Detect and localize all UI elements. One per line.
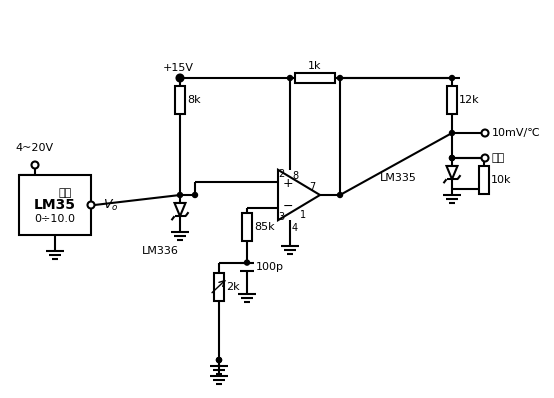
Bar [19, 175, 91, 235]
Circle shape [449, 156, 454, 160]
Circle shape [288, 76, 293, 80]
Text: +15V: +15V [162, 63, 193, 73]
Circle shape [217, 357, 222, 363]
Circle shape [449, 156, 454, 160]
Text: 10mV/℃: 10mV/℃ [492, 128, 541, 138]
Text: 3: 3 [278, 212, 284, 222]
Text: 100p: 100p [256, 261, 284, 271]
Text: 输出: 输出 [58, 188, 71, 198]
Bar [175, 86, 185, 114]
Circle shape [481, 129, 489, 137]
Circle shape [449, 76, 454, 80]
Polygon shape [278, 170, 320, 220]
Text: 2: 2 [278, 170, 284, 179]
Circle shape [337, 193, 342, 197]
Text: 85k: 85k [254, 222, 275, 232]
Bar [295, 73, 335, 83]
Circle shape [449, 131, 454, 135]
Circle shape [192, 193, 197, 197]
Polygon shape [175, 203, 186, 216]
Text: $V_o$: $V_o$ [103, 197, 119, 213]
Circle shape [32, 162, 38, 168]
Circle shape [177, 74, 183, 82]
Polygon shape [447, 166, 458, 179]
Text: 1k: 1k [308, 61, 322, 71]
Circle shape [481, 154, 489, 162]
Circle shape [337, 76, 342, 80]
Bar [447, 86, 457, 114]
Circle shape [177, 76, 182, 80]
Circle shape [217, 357, 222, 363]
Text: LM335: LM335 [380, 173, 417, 183]
Text: 0÷10.0: 0÷10.0 [34, 214, 75, 224]
Text: 10k: 10k [491, 175, 511, 185]
Text: 8k: 8k [187, 95, 201, 105]
Text: −: − [283, 200, 293, 213]
Bar [242, 213, 252, 241]
Text: LM35: LM35 [34, 198, 76, 212]
Circle shape [244, 260, 249, 265]
Circle shape [177, 193, 182, 197]
Text: 4~20V: 4~20V [16, 143, 54, 153]
Circle shape [177, 76, 182, 80]
Text: 12k: 12k [459, 95, 480, 105]
Text: 输出: 输出 [492, 153, 505, 163]
Text: LM336: LM336 [142, 246, 178, 256]
Text: 2k: 2k [226, 282, 240, 292]
Text: 4: 4 [292, 223, 298, 233]
Circle shape [88, 201, 95, 209]
Text: 8: 8 [292, 171, 298, 181]
Bar [479, 166, 489, 194]
Bar [214, 273, 224, 300]
Text: 1: 1 [300, 210, 306, 220]
Text: +: + [283, 177, 293, 190]
Text: 7: 7 [309, 182, 315, 192]
